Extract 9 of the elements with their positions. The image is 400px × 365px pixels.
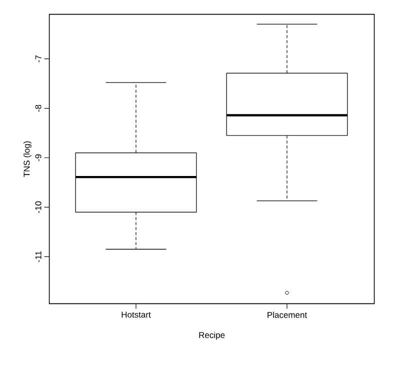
y-tick-label: -11 [35,251,42,262]
y-axis-title: TNS (log) [23,141,32,177]
x-tick-label: Hotstart [122,312,151,318]
y-tick-label: -7 [35,55,42,62]
x-axis-title: Recipe [199,332,225,340]
y-tick-label: -10 [35,201,42,213]
y-tick-label: -9 [35,154,42,162]
x-tick-label: Placement [268,312,308,318]
y-tick-label: -8 [35,104,42,112]
